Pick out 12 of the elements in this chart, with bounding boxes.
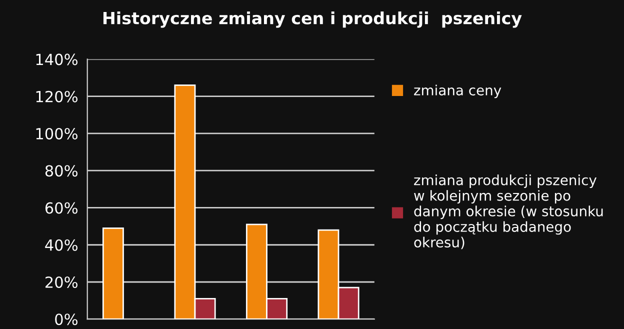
y-tick-label: 140%: [36, 54, 78, 66]
y-tick-label: 100%: [36, 128, 78, 140]
legend-label: zmiana ceny: [414, 84, 502, 98]
y-tick-label: 80%: [45, 165, 78, 177]
y-tick-label: 120%: [36, 90, 78, 102]
y-tick-label: 60%: [45, 202, 78, 214]
y-tick-label: 0%: [55, 314, 78, 326]
bar: [102, 227, 124, 320]
chart-title: Historyczne zmiany cen i produkcji pszenicy: [103, 12, 522, 28]
y-tick-label: 40%: [45, 239, 78, 251]
legend-label: zmiana produkcji pszenicy w kolejnym sezonie po danym okresie (w stosunku do początku badanego okresu): [414, 174, 603, 250]
y-tick-label: 20%: [45, 276, 78, 288]
